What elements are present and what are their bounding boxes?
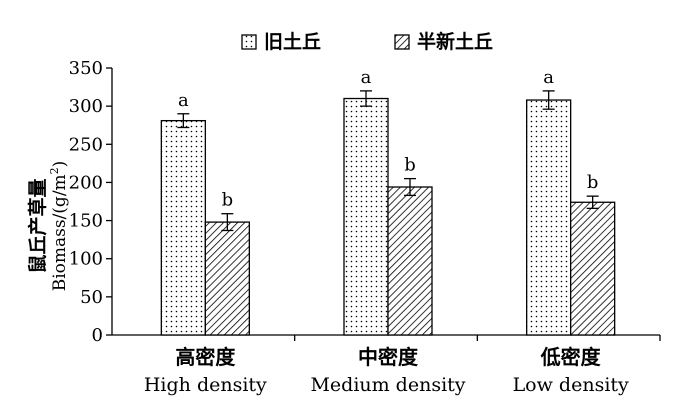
error-bar <box>360 90 372 107</box>
y-axis-title: 鼠丘产草量 Biomass/(g/m2) <box>26 161 70 292</box>
significance-label: b <box>587 172 599 193</box>
legend: 旧土丘 半新土丘 <box>241 30 493 53</box>
y-tick-label: 150 <box>69 211 103 232</box>
bar-new-0 <box>204 221 250 336</box>
bar-new-1 <box>387 186 433 336</box>
x-category-label-cn: 低密度 <box>540 345 602 369</box>
y-axis-label-en: Biomass/(g/m2) <box>48 161 70 292</box>
x-category-label-en: Low density <box>513 374 629 396</box>
x-category-label-cn: 高密度 <box>175 345 236 369</box>
x-category-labels: 高密度 High density 中密度 Medium density 低密度 Low d… <box>144 345 629 396</box>
y-tick-label: 0 <box>92 325 103 346</box>
error-bar <box>177 113 190 129</box>
bar-old-2 <box>526 99 572 336</box>
x-category-label-en: Medium density <box>310 374 465 396</box>
error-bar <box>542 90 555 110</box>
y-tick-label: 50 <box>80 287 103 308</box>
legend-swatch-new <box>394 34 410 50</box>
y-tick-label: 200 <box>69 172 103 193</box>
bar-old-1 <box>343 97 389 336</box>
significance-label: a <box>361 67 372 88</box>
y-axis-label-cn: 鼠丘产草量 <box>26 178 49 273</box>
x-ticks <box>294 335 661 341</box>
y-tick-label: 300 <box>69 96 103 117</box>
significance-label: b <box>222 190 234 211</box>
y-tick-label: 100 <box>69 249 103 270</box>
bars: a b a b a b <box>160 67 616 336</box>
significance-label: b <box>404 155 416 176</box>
legend-swatch-old <box>241 34 257 50</box>
legend-label-new: 半新土丘 <box>417 30 493 53</box>
error-bar <box>221 213 234 232</box>
bar-new-2 <box>570 201 616 336</box>
bar-old-0 <box>160 119 206 336</box>
y-tick-label: 350 <box>69 58 103 79</box>
x-category-label-cn: 中密度 <box>358 345 419 369</box>
legend-label-old: 旧土丘 <box>264 31 321 53</box>
y-tick-label: 250 <box>69 134 103 155</box>
y-ticks: 0 50 100 150 200 250 300 350 <box>69 58 112 346</box>
significance-label: a <box>178 90 189 111</box>
error-bar <box>586 195 599 210</box>
significance-label: a <box>543 67 554 88</box>
error-bar <box>404 177 416 197</box>
x-category-label-en: High density <box>144 374 267 396</box>
